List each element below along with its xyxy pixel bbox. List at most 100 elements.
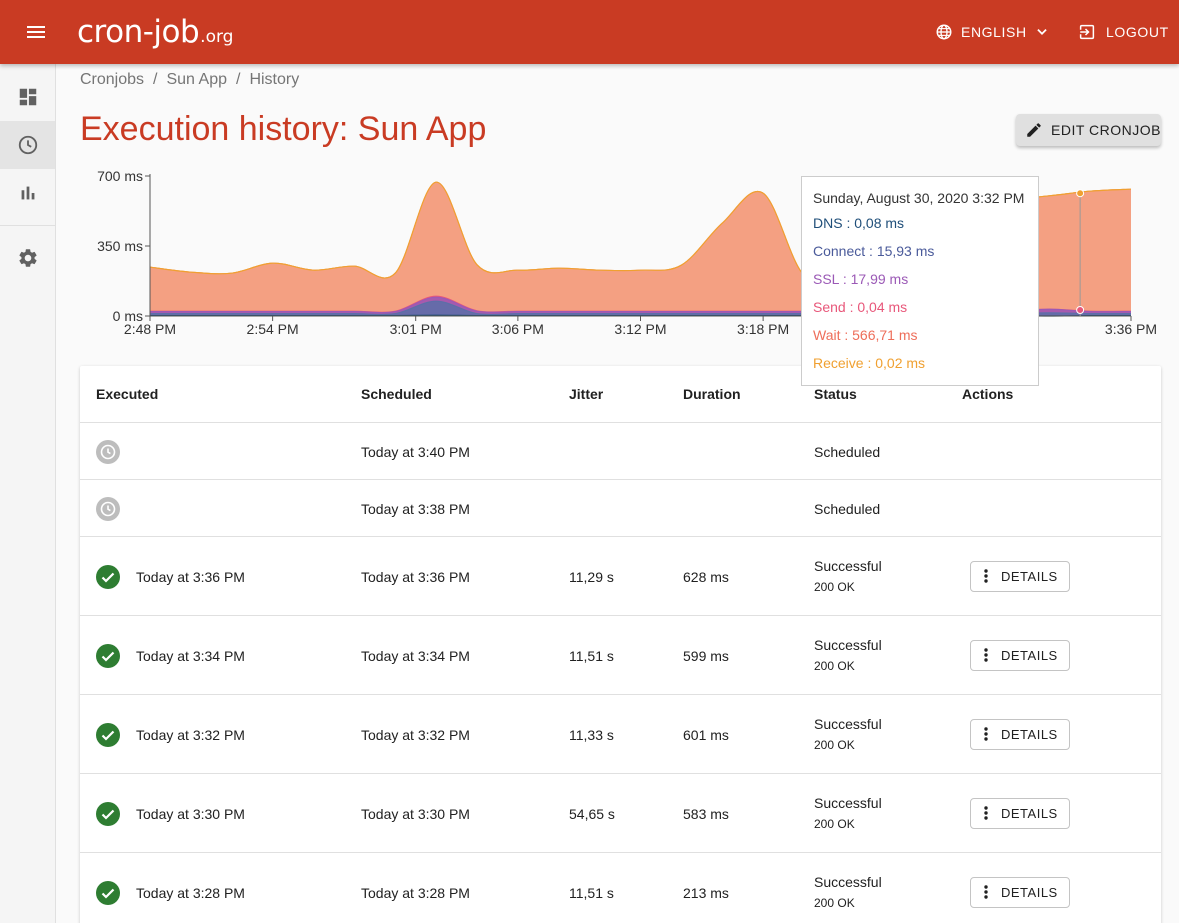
executed-time: Today at 3:32 PM	[136, 726, 245, 743]
tooltip-dns: DNS : 0,08 ms	[813, 215, 905, 231]
status-text: Scheduled	[814, 443, 881, 460]
status-cell: Successful 200 OK	[814, 874, 882, 910]
logout-icon	[1079, 24, 1095, 40]
column-header-scheduled[interactable]: Scheduled	[361, 386, 432, 402]
status-cell: Successful 200 OK	[814, 716, 882, 752]
scheduled-time: Today at 3:34 PM	[361, 647, 470, 664]
app-bar: cron-job .org ENGLISH LOGOUT	[0, 0, 1179, 64]
edit-cronjob-label: EDIT CRONJOB	[1051, 122, 1161, 138]
x-tick-label: 3:18 PM	[737, 321, 789, 337]
breadcrumb-cronjobs[interactable]: Cronjobs	[80, 71, 145, 88]
column-header-duration[interactable]: Duration	[683, 386, 741, 402]
dashboard-icon	[19, 88, 36, 106]
jitter-value: 54,65 s	[569, 805, 615, 822]
tooltip-title: Sunday, August 30, 2020 3:32 PM	[813, 190, 1025, 206]
sidebar-item-settings[interactable]	[0, 234, 55, 282]
status-text: Successful	[814, 557, 882, 574]
status-code: 200 OK	[814, 579, 855, 594]
status-code: 200 OK	[814, 658, 855, 673]
duration-value: 583 ms	[683, 805, 729, 822]
history-clock-icon	[18, 135, 37, 155]
status-text: Successful	[814, 873, 882, 890]
more-vert-icon	[984, 727, 988, 741]
column-header-executed[interactable]: Executed	[96, 386, 159, 402]
edit-cronjob-button[interactable]: EDIT CRONJOB	[1016, 114, 1161, 146]
x-tick-label: 2:54 PM	[247, 321, 299, 337]
details-label: DETAILS	[1001, 647, 1058, 663]
jitter-value: 11,51 s	[569, 884, 614, 901]
chart-tooltip: Sunday, August 30, 2020 3:32 PM DNS : 0,…	[801, 176, 1039, 386]
duration-value: 628 ms	[683, 568, 729, 585]
breadcrumb-job[interactable]: Sun App	[166, 71, 227, 88]
sidebar-item-history[interactable]	[0, 121, 55, 169]
y-tick-label: 700 ms	[97, 168, 143, 184]
page-title: Execution history: Sun App	[80, 110, 487, 148]
logout-button[interactable]: LOGOUT	[1078, 20, 1169, 44]
column-header-status[interactable]: Status	[814, 386, 857, 402]
scheduled-time: Today at 3:38 PM	[361, 500, 470, 517]
status-cell: Scheduled	[814, 444, 880, 460]
sidebar-item-dashboard[interactable]	[0, 73, 55, 121]
jitter-value: 11,29 s	[569, 568, 614, 585]
y-tick-label: 350 ms	[97, 238, 143, 254]
executed-time: Today at 3:36 PM	[136, 568, 245, 585]
check-circle-icon	[96, 880, 120, 905]
menu-icon[interactable]	[22, 20, 50, 44]
details-label: DETAILS	[1001, 884, 1058, 900]
status-text: Successful	[814, 636, 882, 653]
sidebar-item-statistics[interactable]	[0, 169, 55, 217]
chevron-down-icon	[1036, 29, 1047, 35]
table-row: Today at 3:32 PM Today at 3:32 PM 11,33 s 6…	[80, 694, 1161, 773]
breadcrumb: Cronjobs / Sun App / History	[80, 71, 299, 89]
table-row: Today at 3:40 PM Scheduled	[80, 422, 1161, 479]
hover-point-receive	[1076, 189, 1085, 198]
details-label: DETAILS	[1001, 568, 1058, 584]
details-button[interactable]: DETAILS	[970, 797, 1070, 829]
logo-text: cron-job	[77, 14, 200, 50]
more-vert-icon	[984, 806, 988, 820]
status-cell: Successful 200 OK	[814, 558, 882, 594]
duration-value: 599 ms	[683, 647, 729, 664]
status-text: Successful	[814, 794, 882, 811]
check-circle-icon	[96, 801, 120, 826]
executed-time: Today at 3:30 PM	[136, 805, 245, 822]
pencil-icon	[1027, 123, 1041, 137]
details-label: DETAILS	[1001, 805, 1058, 821]
sidebar-divider	[0, 225, 55, 226]
language-selector[interactable]: ENGLISH	[935, 20, 1049, 44]
x-tick-label: 3:01 PM	[390, 321, 442, 337]
logo[interactable]: cron-job .org	[77, 12, 233, 52]
check-circle-icon	[96, 564, 120, 589]
details-button[interactable]: DETAILS	[970, 560, 1070, 592]
details-button[interactable]: DETAILS	[970, 876, 1070, 908]
y-tick-label: 0 ms	[113, 308, 143, 324]
x-tick-label: 3:06 PM	[492, 321, 544, 337]
status-code: 200 OK	[814, 895, 855, 910]
status-text: Successful	[814, 715, 882, 732]
history-table: Executed Scheduled Jitter Duration Statu…	[80, 366, 1161, 923]
details-label: DETAILS	[1001, 726, 1058, 742]
tooltip-send: Send : 0,04 ms	[813, 299, 908, 315]
column-header-jitter[interactable]: Jitter	[569, 386, 604, 402]
status-code: 200 OK	[814, 816, 855, 831]
tooltip-receive: Receive : 0,02 ms	[813, 355, 926, 371]
executed-time: Today at 3:34 PM	[136, 647, 245, 664]
breadcrumb-separator: /	[235, 71, 241, 88]
details-button[interactable]: DETAILS	[970, 718, 1070, 750]
duration-value: 213 ms	[683, 884, 729, 901]
tooltip-connect: Connect : 15,93 ms	[813, 243, 935, 259]
column-header-actions: Actions	[962, 386, 1014, 402]
breadcrumb-current: History	[249, 71, 300, 88]
check-circle-icon	[96, 643, 120, 668]
table-row: Today at 3:30 PM Today at 3:30 PM 54,65 s 5…	[80, 773, 1161, 852]
clock-icon	[96, 496, 120, 521]
scheduled-time: Today at 3:28 PM	[361, 884, 470, 901]
details-button[interactable]: DETAILS	[970, 639, 1070, 671]
language-label: ENGLISH	[961, 24, 1027, 40]
scheduled-time: Today at 3:40 PM	[361, 443, 470, 460]
logo-suffix: .org	[200, 27, 234, 47]
settings-gear-icon	[18, 249, 37, 267]
status-cell: Successful 200 OK	[814, 795, 882, 831]
x-tick-label: 3:36 PM	[1105, 321, 1157, 337]
globe-icon	[936, 24, 952, 40]
